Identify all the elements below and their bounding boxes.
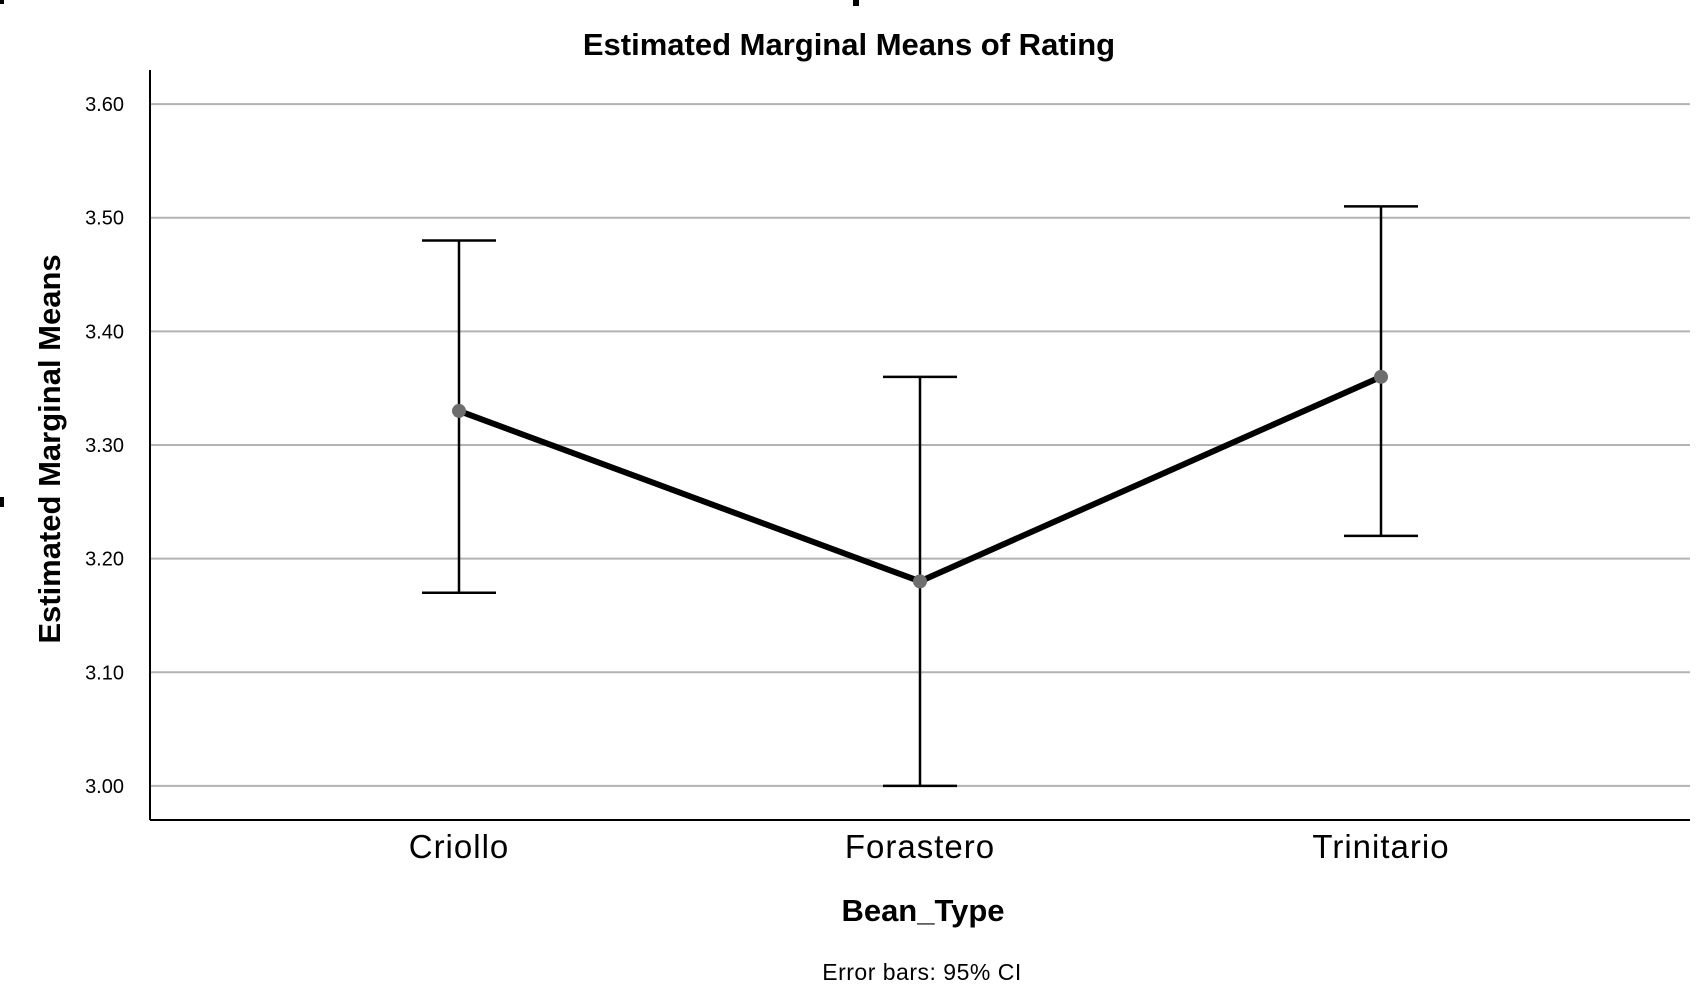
x-tick-labels: Criollo Forastero Trinitario bbox=[409, 828, 1449, 865]
x-tick-label-forastero: Forastero bbox=[845, 828, 995, 865]
crop-artifact-left-top bbox=[0, 0, 4, 4]
error-bars-footnote: Error bars: 95% CI bbox=[822, 959, 1021, 985]
axes bbox=[149, 70, 1690, 821]
y-tick-label-1: 3.10 bbox=[85, 662, 124, 684]
marker-criollo bbox=[452, 403, 466, 418]
y-tick-label-0: 3.00 bbox=[85, 776, 124, 798]
marker-trinitario bbox=[1374, 369, 1388, 384]
y-axis-label: Estimated Marginal Means bbox=[32, 254, 67, 643]
chart-title: Estimated Marginal Means of Rating bbox=[583, 27, 1115, 62]
y-tick-label-6: 3.60 bbox=[85, 94, 124, 116]
x-tick-label-trinitario: Trinitario bbox=[1312, 828, 1449, 865]
y-tick-label-4: 3.40 bbox=[85, 321, 124, 343]
y-tick-label-3: 3.30 bbox=[85, 435, 124, 457]
y-tick-label-2: 3.20 bbox=[85, 549, 124, 571]
error-bars bbox=[422, 205, 1418, 788]
crop-artifact-top bbox=[853, 0, 859, 6]
x-tick-label-criollo: Criollo bbox=[409, 828, 510, 865]
marker-forastero bbox=[913, 574, 927, 589]
y-tick-labels: 3.00 3.10 3.20 3.30 3.40 3.50 3.60 bbox=[85, 94, 124, 798]
y-tick-label-5: 3.50 bbox=[85, 208, 124, 230]
x-axis-label: Bean_Type bbox=[841, 893, 1004, 928]
crop-artifact-left-mid bbox=[0, 497, 4, 507]
markers bbox=[452, 369, 1388, 589]
